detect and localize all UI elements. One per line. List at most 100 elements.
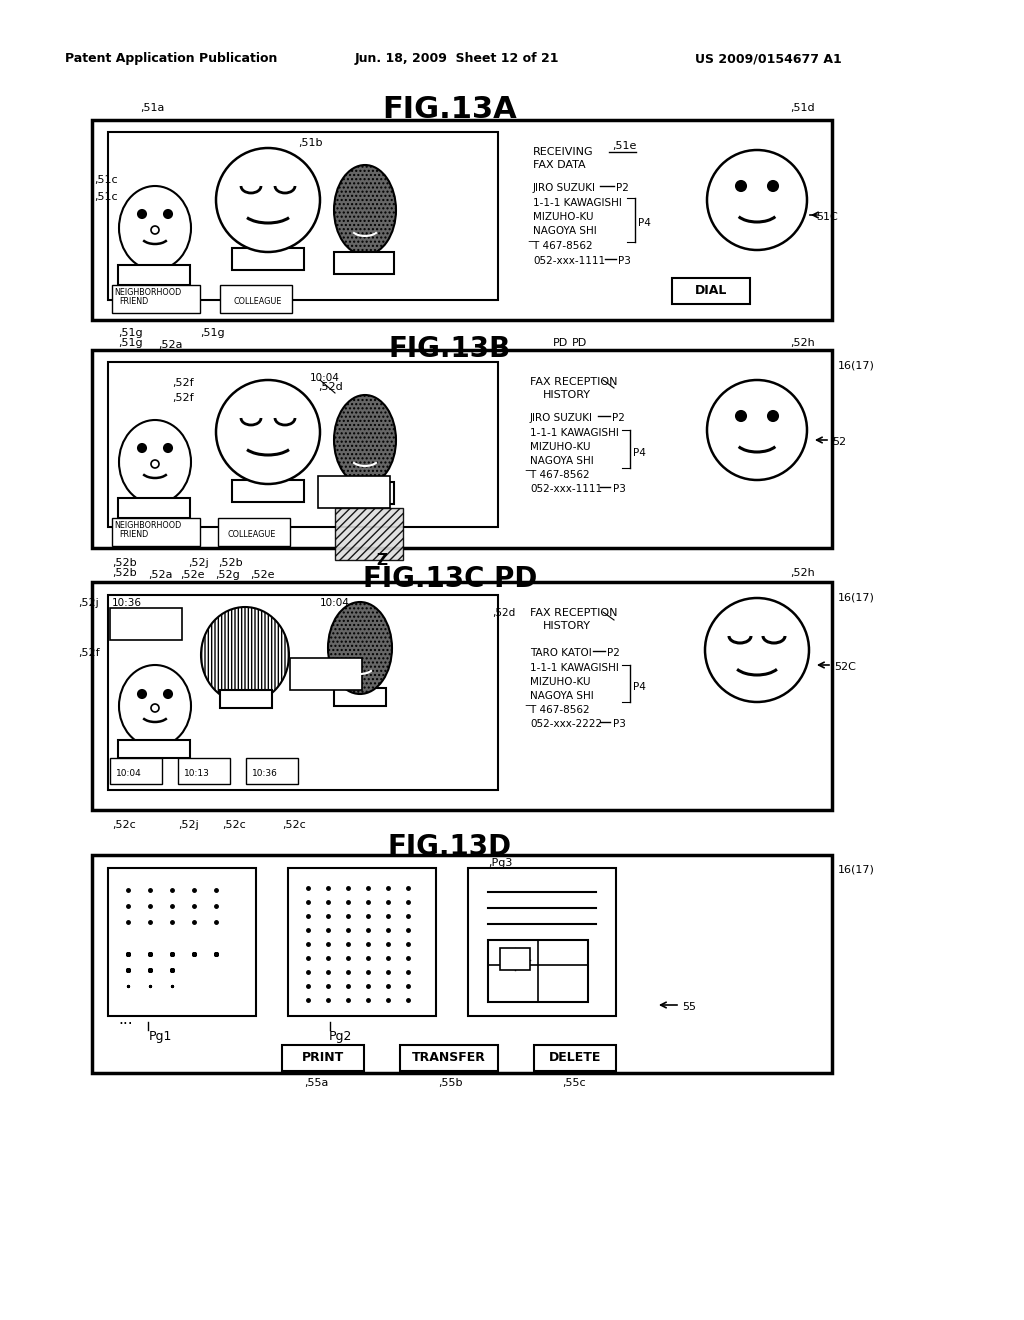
Text: NEIGHBORHOOD: NEIGHBORHOOD bbox=[114, 288, 181, 297]
Bar bbox=[232, 248, 304, 271]
Text: ,52g: ,52g bbox=[215, 570, 240, 579]
Text: FAX RECEPTION: FAX RECEPTION bbox=[530, 609, 617, 618]
Text: ,52j: ,52j bbox=[178, 820, 199, 830]
Text: 1-1-1 KAWAGISHI: 1-1-1 KAWAGISHI bbox=[530, 428, 618, 438]
Bar bbox=[334, 688, 386, 706]
Bar bbox=[110, 609, 182, 640]
Text: P3: P3 bbox=[613, 484, 626, 494]
Text: RECEIVED: RECEIVED bbox=[295, 673, 340, 682]
Text: 10:04: 10:04 bbox=[319, 598, 350, 609]
Circle shape bbox=[164, 210, 172, 218]
Bar bbox=[672, 279, 750, 304]
Text: ,51g: ,51g bbox=[118, 338, 142, 348]
Bar bbox=[112, 517, 200, 546]
Text: HISTORY: HISTORY bbox=[543, 389, 591, 400]
Text: Pg1: Pg1 bbox=[148, 1030, 172, 1043]
Circle shape bbox=[216, 148, 319, 252]
Bar bbox=[290, 657, 362, 690]
Text: ,52e: ,52e bbox=[180, 570, 205, 579]
Text: ,51e: ,51e bbox=[612, 141, 636, 150]
Bar bbox=[468, 869, 616, 1016]
Text: ,52e: ,52e bbox=[250, 570, 274, 579]
Text: ,Pg3: ,Pg3 bbox=[488, 858, 512, 869]
Text: 10:04: 10:04 bbox=[310, 374, 340, 383]
Bar bbox=[92, 582, 831, 810]
Bar bbox=[400, 1045, 498, 1071]
Text: RECEIVED: RECEIVED bbox=[115, 623, 160, 632]
Text: ,51b: ,51b bbox=[298, 139, 323, 148]
Text: NAGOYA SHI: NAGOYA SHI bbox=[534, 226, 597, 236]
Text: US 2009/0154677 A1: US 2009/0154677 A1 bbox=[695, 51, 842, 65]
Text: FRIEND: FRIEND bbox=[119, 531, 148, 539]
Bar bbox=[92, 120, 831, 319]
Text: P4: P4 bbox=[633, 682, 646, 692]
Text: RECEIVING: RECEIVING bbox=[534, 147, 594, 157]
Text: FAX: FAX bbox=[115, 612, 131, 622]
Bar bbox=[500, 948, 530, 970]
Circle shape bbox=[151, 226, 159, 234]
Text: P3: P3 bbox=[613, 719, 626, 729]
Text: 10:04: 10:04 bbox=[116, 770, 141, 777]
Text: ,52d: ,52d bbox=[318, 381, 343, 392]
Text: ,51d: ,51d bbox=[790, 103, 815, 114]
Bar bbox=[118, 741, 190, 758]
Bar bbox=[488, 940, 588, 1002]
Text: ,52j: ,52j bbox=[188, 558, 209, 568]
Text: COLLEAGUE: COLLEAGUE bbox=[227, 531, 275, 539]
Text: Pg2: Pg2 bbox=[329, 1030, 351, 1043]
Text: 52C: 52C bbox=[834, 663, 856, 672]
Text: PRINT: PRINT bbox=[302, 1051, 344, 1064]
Text: ,51c: ,51c bbox=[94, 191, 118, 202]
Circle shape bbox=[707, 150, 807, 249]
Text: 51C: 51C bbox=[816, 213, 838, 222]
Circle shape bbox=[705, 598, 809, 702]
Bar bbox=[232, 480, 304, 502]
Text: 10:13: 10:13 bbox=[184, 770, 210, 777]
Text: FAX: FAX bbox=[295, 663, 311, 672]
Text: ,51g: ,51g bbox=[200, 327, 224, 338]
Text: ,52j: ,52j bbox=[78, 598, 98, 609]
Text: ,52b: ,52b bbox=[112, 568, 136, 578]
Text: MIZUHO-KU: MIZUHO-KU bbox=[534, 213, 594, 222]
Bar bbox=[218, 517, 290, 546]
Bar bbox=[108, 869, 256, 1016]
Text: 55: 55 bbox=[682, 1002, 696, 1012]
Text: ,52c: ,52c bbox=[282, 820, 306, 830]
Text: 16(17): 16(17) bbox=[838, 360, 874, 370]
Text: FRIEND: FRIEND bbox=[119, 297, 148, 306]
Circle shape bbox=[138, 690, 146, 698]
Text: 052-xxx-1111: 052-xxx-1111 bbox=[530, 484, 602, 494]
Bar bbox=[318, 477, 390, 508]
Text: 10:36: 10:36 bbox=[112, 598, 142, 609]
Text: RECEIVED: RECEIVED bbox=[323, 491, 368, 500]
Bar bbox=[288, 869, 436, 1016]
Circle shape bbox=[768, 411, 778, 421]
Bar bbox=[108, 362, 498, 527]
Bar bbox=[335, 508, 403, 560]
Text: FIG.13C PD: FIG.13C PD bbox=[362, 565, 538, 593]
Bar bbox=[110, 758, 162, 784]
Text: NAGOYA SHI: NAGOYA SHI bbox=[530, 690, 594, 701]
Text: 052-xxx-2222: 052-xxx-2222 bbox=[530, 719, 602, 729]
Text: ,52d: ,52d bbox=[492, 609, 515, 618]
Text: FIG.13D: FIG.13D bbox=[388, 833, 512, 861]
Text: MIZUHO-KU: MIZUHO-KU bbox=[530, 677, 591, 686]
Bar bbox=[92, 855, 831, 1073]
Text: ,51c: ,51c bbox=[94, 176, 118, 185]
Text: ,52f: ,52f bbox=[78, 648, 99, 657]
Text: NAGOYA SHI: NAGOYA SHI bbox=[530, 455, 594, 466]
Bar bbox=[220, 285, 292, 313]
Circle shape bbox=[138, 444, 146, 451]
Text: Z: Z bbox=[377, 553, 387, 568]
Bar bbox=[246, 758, 298, 784]
Circle shape bbox=[164, 444, 172, 451]
Text: P2: P2 bbox=[607, 648, 620, 657]
Text: P3: P3 bbox=[618, 256, 631, 267]
Text: ̅T 467-8562: ̅T 467-8562 bbox=[530, 470, 590, 480]
Circle shape bbox=[736, 181, 746, 191]
Text: ,55a: ,55a bbox=[304, 1078, 328, 1088]
Text: FIG.13B: FIG.13B bbox=[389, 335, 511, 363]
Text: ̅T 467-8562: ̅T 467-8562 bbox=[530, 705, 590, 715]
Text: ,52c: ,52c bbox=[112, 820, 136, 830]
Ellipse shape bbox=[328, 602, 392, 694]
